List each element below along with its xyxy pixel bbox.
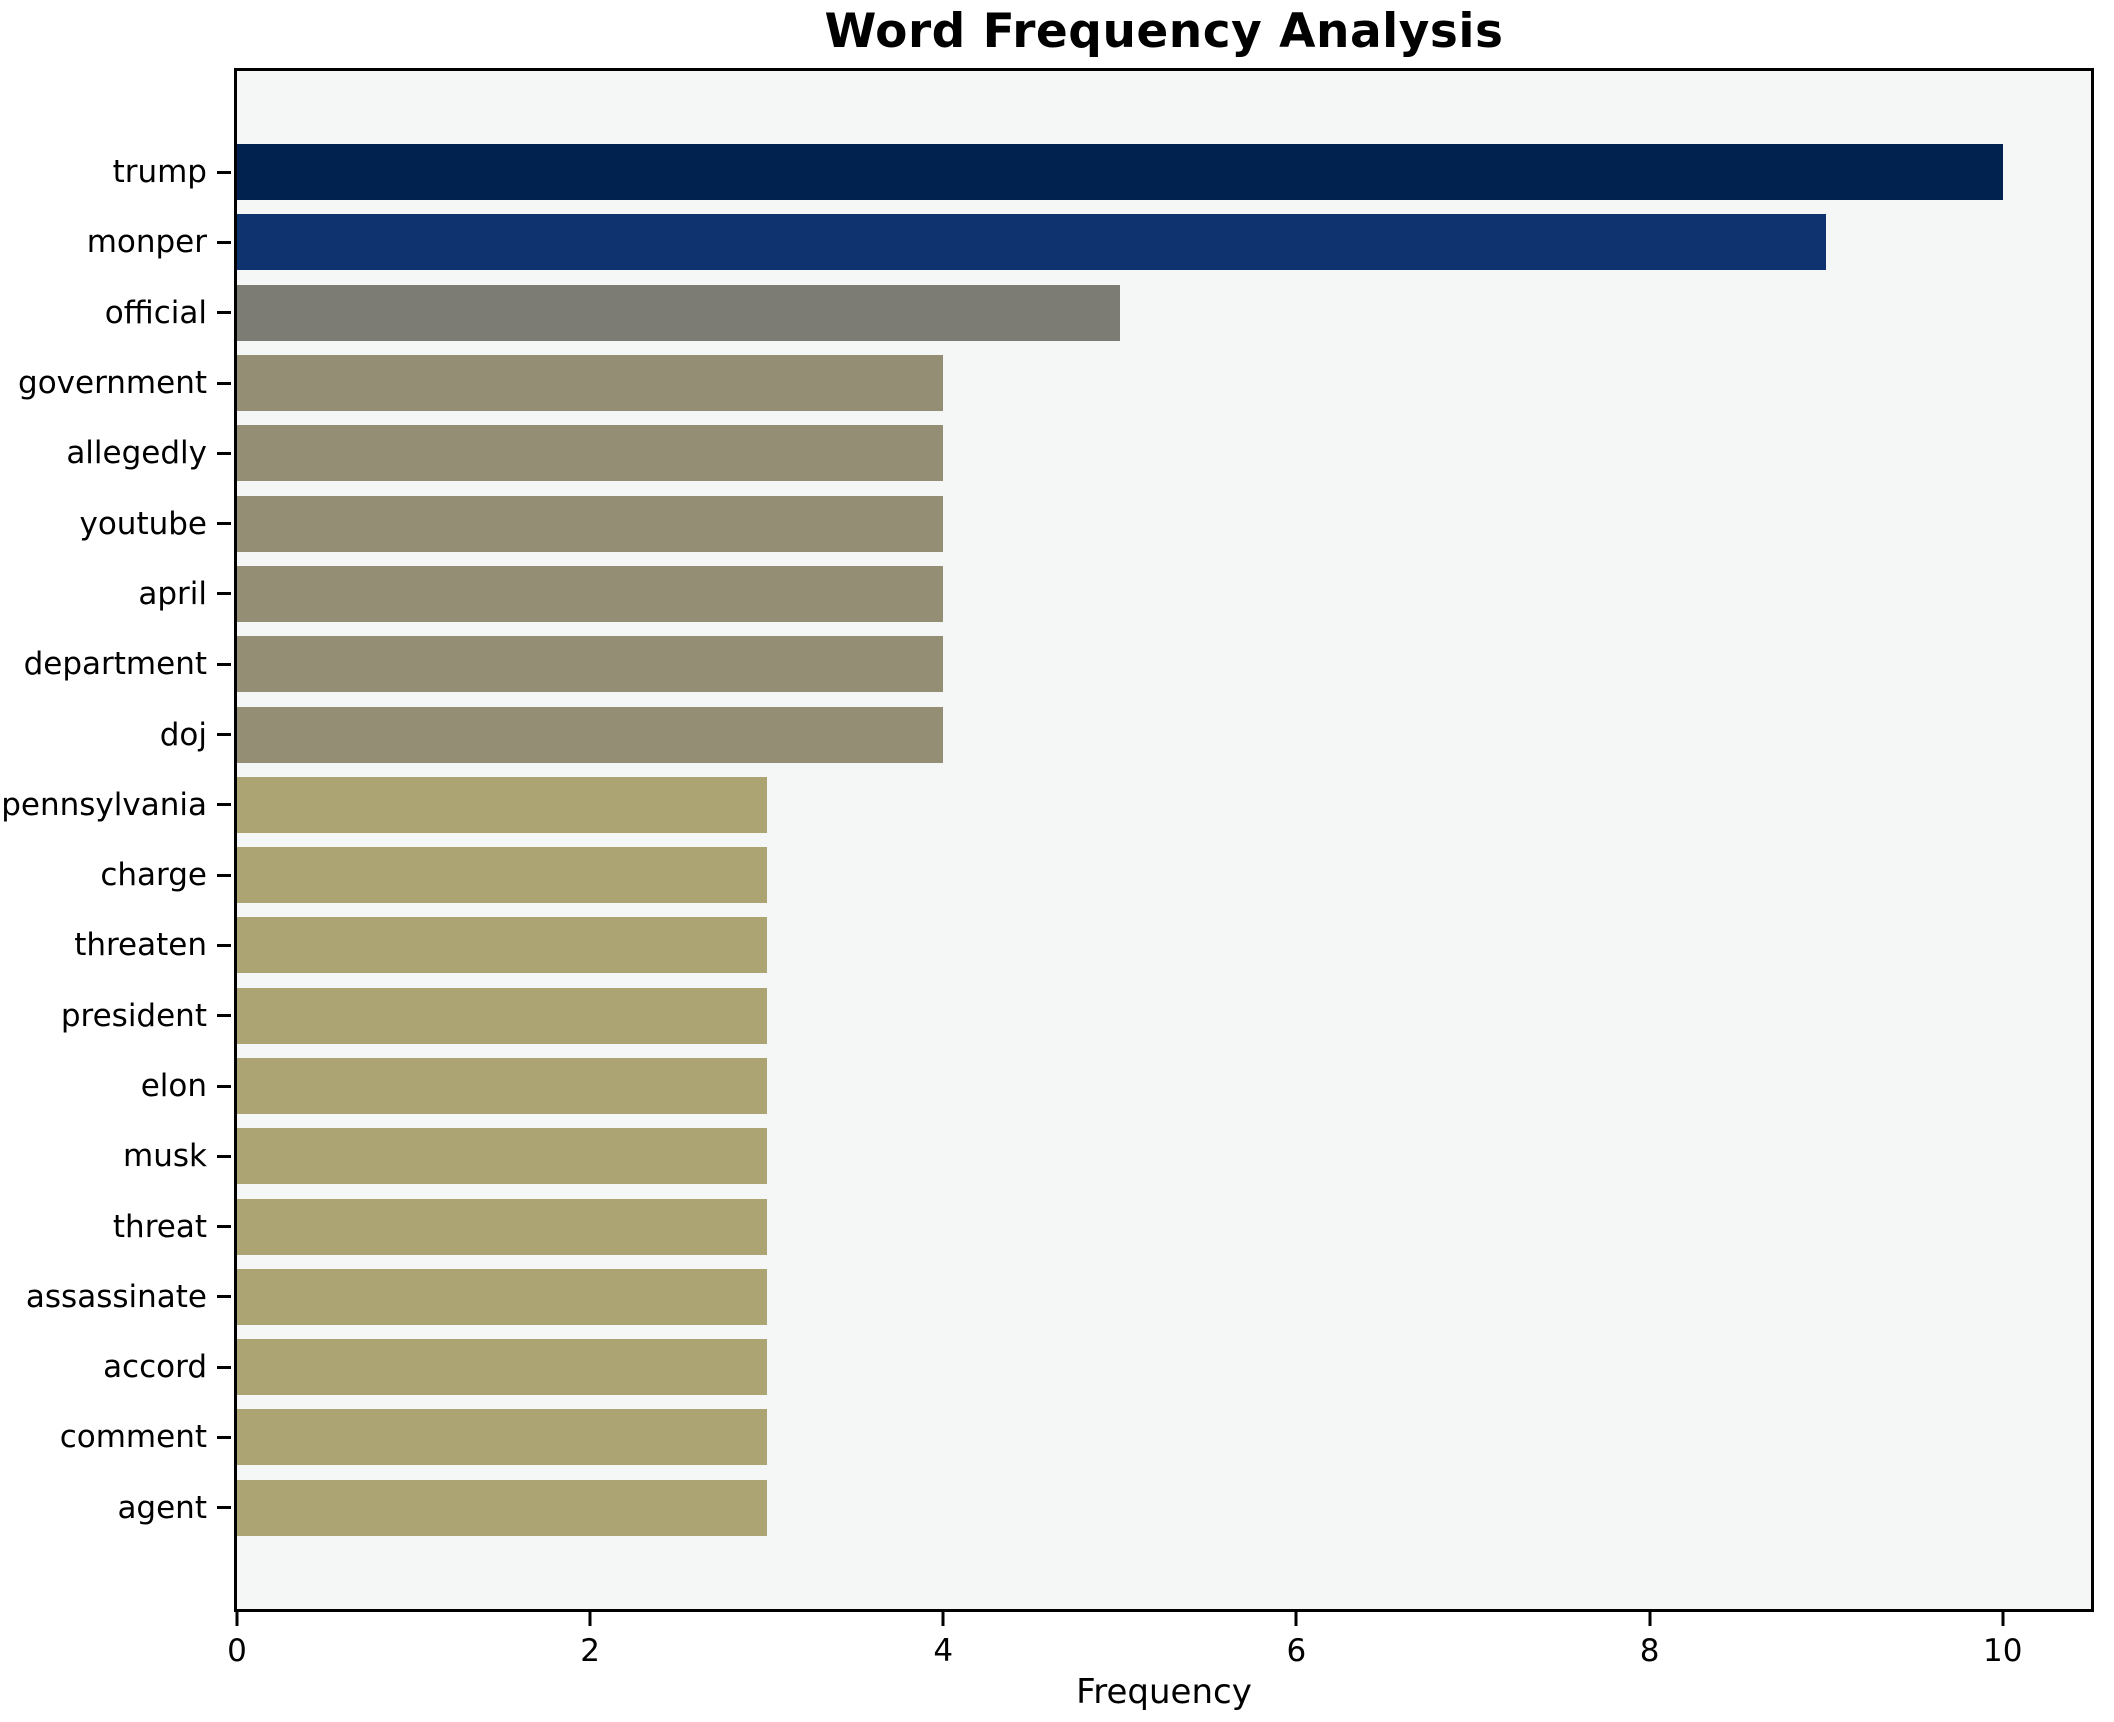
bar-row: official: [105, 278, 2091, 348]
bar: [237, 1198, 767, 1255]
bar-row: charge: [100, 840, 2091, 910]
y-tick-mark: [217, 1225, 231, 1229]
x-tick-mark: [1648, 1612, 1652, 1626]
x-tick-mark: [2001, 1612, 2005, 1626]
x-tick-label: 2: [580, 1633, 601, 1669]
y-tick-label: president: [60, 997, 207, 1034]
y-tick-label: accord: [103, 1349, 207, 1386]
bar-row: comment: [60, 1402, 2091, 1472]
y-tick-mark: [217, 1154, 231, 1158]
x-tick-label: 0: [227, 1633, 247, 1669]
y-tick-mark: [217, 1084, 231, 1088]
y-tick-mark: [217, 451, 231, 455]
bar: [237, 144, 2003, 201]
y-tick-label: assassinate: [25, 1278, 207, 1315]
bar-row: musk: [123, 1121, 2091, 1191]
bar: [237, 1339, 767, 1396]
y-tick-label: threaten: [74, 927, 207, 964]
bar: [237, 1268, 767, 1325]
bar: [237, 495, 944, 552]
x-tick-label: 10: [1982, 1633, 2023, 1669]
y-tick-mark: [217, 1014, 231, 1018]
x-tick-label: 6: [1286, 1633, 1307, 1669]
bar-row: threaten: [74, 910, 2091, 980]
y-tick-label: youtube: [79, 505, 207, 542]
x-tick-mark: [1294, 1612, 1298, 1626]
y-tick-mark: [217, 311, 231, 315]
bar-row: april: [138, 559, 2091, 629]
y-tick-label: charge: [100, 857, 207, 894]
bar-row: youtube: [79, 488, 2091, 558]
bars-container: trump monper official government allegedly yo…: [1, 71, 2091, 1609]
bar-row: doj: [160, 699, 2091, 769]
x-tick-mark: [941, 1612, 945, 1626]
x-tick-mark: [235, 1612, 239, 1626]
y-tick-mark: [217, 1295, 231, 1299]
bar: [237, 636, 944, 693]
y-tick-label: allegedly: [66, 435, 207, 472]
y-tick-label: comment: [59, 1419, 207, 1456]
y-tick-label: doj: [159, 716, 207, 753]
bar: [237, 284, 1120, 341]
y-tick-label: musk: [123, 1138, 207, 1175]
bar: [237, 987, 767, 1044]
y-tick-mark: [217, 662, 231, 666]
y-tick-mark: [217, 873, 231, 877]
bar-row: threat: [113, 1191, 2091, 1261]
bar: [237, 1128, 767, 1185]
y-tick-mark: [217, 240, 231, 244]
bar: [237, 425, 944, 482]
bar-row: allegedly: [66, 418, 2091, 488]
y-tick-label: pennsylvania: [1, 786, 207, 823]
y-tick-mark: [217, 733, 231, 737]
bar: [237, 776, 767, 833]
y-tick-label: government: [18, 365, 207, 402]
bar-row: elon: [141, 1051, 2091, 1121]
bar-row: department: [24, 629, 2091, 699]
x-axis-label: Frequency: [1076, 1672, 1252, 1712]
y-tick-mark: [217, 803, 231, 807]
bar: [237, 1409, 767, 1466]
x-tick-label: 4: [933, 1633, 954, 1669]
bar-row: trump: [113, 137, 2091, 207]
y-tick-mark: [217, 170, 231, 174]
y-tick-mark: [217, 522, 231, 526]
y-tick-label: department: [23, 646, 207, 683]
bar-row: monper: [87, 207, 2091, 277]
y-tick-mark: [217, 1506, 231, 1510]
bar: [237, 214, 1827, 271]
y-tick-mark: [217, 592, 231, 596]
bar: [237, 1058, 767, 1114]
bar-row: president: [61, 981, 2091, 1051]
y-tick-mark: [217, 1435, 231, 1439]
y-tick-mark: [217, 1365, 231, 1369]
y-tick-mark: [217, 381, 231, 385]
y-tick-label: agent: [117, 1489, 207, 1526]
bar-row: government: [18, 348, 2091, 418]
bar-row: assassinate: [26, 1262, 2091, 1332]
bar: [237, 847, 767, 904]
bar: [237, 917, 767, 974]
y-tick-label: april: [138, 575, 207, 612]
bar: [237, 355, 944, 412]
plot-area: trump monper official government allegedly yo…: [1, 68, 2094, 1669]
bar: [237, 1479, 767, 1536]
chart-title: Word Frequency Analysis: [824, 4, 1504, 59]
y-tick-label: official: [104, 294, 207, 331]
bar-row: accord: [103, 1332, 2091, 1402]
bar: [237, 706, 944, 763]
y-tick-mark: [217, 943, 231, 947]
x-tick-mark: [588, 1612, 592, 1626]
bar-row: agent: [117, 1473, 2091, 1543]
bar: [237, 565, 944, 622]
y-tick-label: elon: [140, 1068, 207, 1104]
y-tick-label: monper: [86, 224, 207, 261]
bar-row: pennsylvania: [1, 770, 2091, 840]
y-tick-label: trump: [112, 154, 207, 191]
y-tick-label: threat: [112, 1208, 207, 1245]
x-tick-label: 8: [1639, 1633, 1660, 1669]
